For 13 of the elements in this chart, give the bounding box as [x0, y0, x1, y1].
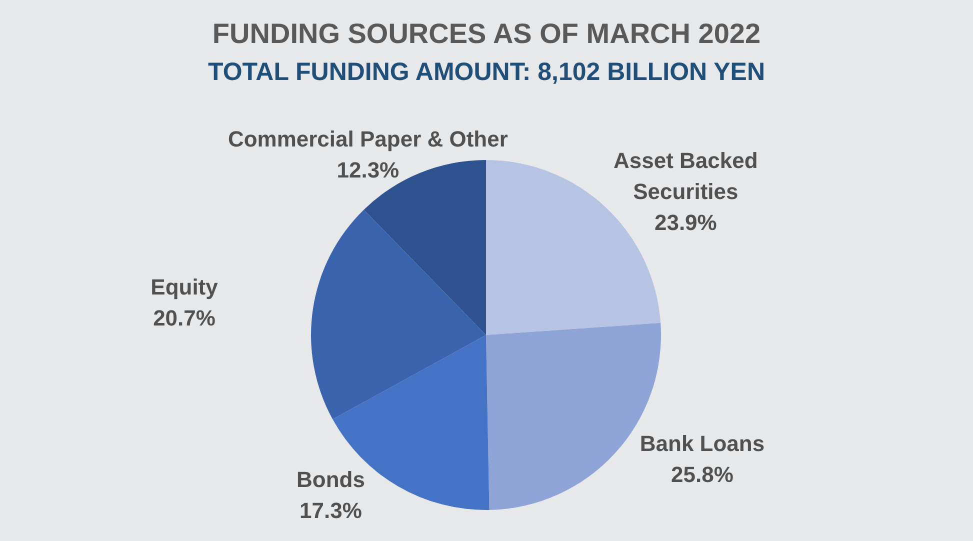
slice-label: Bonds — [296, 466, 365, 492]
slice-label: Bank Loans — [640, 430, 765, 456]
slice-label: Asset Backed Securities — [614, 148, 758, 204]
chart-title: FUNDING SOURCES AS OF MARCH 2022 — [211, 18, 762, 50]
data-label: 20.7% — [153, 305, 216, 330]
data-label: 12.3% — [336, 157, 400, 182]
data-label: 25.8% — [671, 461, 734, 486]
data-label: 23.9% — [654, 210, 717, 235]
slice-label: Commercial Paper & Other — [228, 126, 508, 152]
pie-slice — [311, 210, 486, 420]
data-label: 17.3% — [300, 497, 362, 522]
slice-label: Equity — [150, 274, 219, 300]
chart-subtitle: TOTAL FUNDING AMOUNT: 8,102 BILLION YEN — [207, 58, 766, 87]
